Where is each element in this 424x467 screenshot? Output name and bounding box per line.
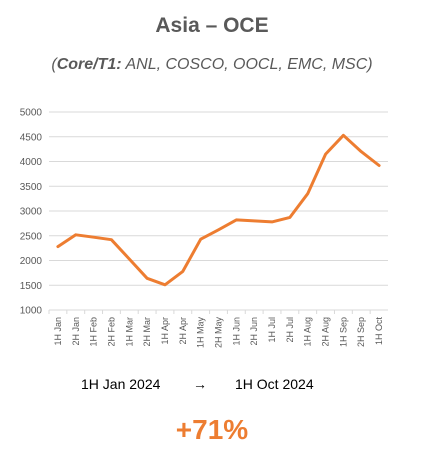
- period-arrow: →: [193, 376, 207, 392]
- period-range: 1H Jan 2024 → 1H Oct 2024: [0, 376, 424, 398]
- period-to: 1H Oct 2024: [235, 376, 314, 392]
- x-tick-label: 1H Oct: [374, 317, 384, 346]
- x-tick-label: 2H Jan: [71, 317, 81, 346]
- x-tick-label: 1H Feb: [89, 317, 99, 347]
- y-tick-label: 3500: [20, 182, 43, 193]
- x-tick-labels: 1H Jan 2H Jan 1H Feb 2H Feb 1H Mar 2H Mar 1H A…: [53, 317, 384, 349]
- x-tick-label: 2H May: [214, 317, 224, 349]
- x-tick-label: 2H Mar: [142, 317, 152, 347]
- y-tick-label: 2500: [20, 231, 43, 242]
- x-tick-label: 1H Jan: [53, 317, 63, 346]
- x-tick-label: 1H Jun: [231, 317, 241, 346]
- y-tick-label: 4500: [20, 132, 43, 143]
- series-line-path: [56, 133, 381, 287]
- y-tick-label: 2000: [20, 256, 43, 267]
- x-tick-label: 2H Jul: [285, 317, 295, 343]
- y-tick-label: 3000: [20, 207, 43, 218]
- y-tick-label: 4000: [20, 157, 43, 168]
- grid-lines: [48, 111, 388, 314]
- y-tick-label: 5000: [20, 108, 43, 119]
- x-tick-label: 1H Aug: [303, 317, 313, 347]
- line-chart: 1000 1500 2000 2500 3000 3500 4000 4500 5000 1H …: [20, 108, 388, 349]
- x-tick-label: 2H Jun: [249, 317, 259, 346]
- x-tick-label: 1H Jul: [267, 317, 277, 343]
- subtitle-carriers: ANL, COSCO, OOCL, EMC, MSC: [121, 56, 368, 73]
- x-tick-label: 2H Sep: [356, 317, 366, 347]
- x-tick-label: 1H May: [196, 317, 206, 349]
- y-tick-label: 1500: [20, 281, 43, 292]
- x-tick-label: 2H Apr: [178, 317, 188, 345]
- x-tick-label: 1H Mar: [124, 317, 134, 347]
- change-percent: +71%: [175, 414, 249, 445]
- period-from: 1H Jan 2024: [81, 376, 161, 392]
- x-tick-label: 2H Feb: [106, 317, 116, 347]
- x-tick-label: 2H Aug: [321, 317, 331, 347]
- x-tick-label: 1H Apr: [160, 317, 170, 345]
- chart-title: Asia – OCE: [155, 14, 269, 37]
- chart-subtitle: (Core/T1: ANL, COSCO, OOCL, EMC, MSC): [51, 56, 373, 73]
- subtitle-prefix: Core/T1:: [56, 56, 122, 73]
- y-tick-labels: 1000 1500 2000 2500 3000 3500 4000 4500 5000: [20, 108, 43, 317]
- x-tick-label: 1H Sep: [338, 317, 348, 347]
- y-tick-label: 1000: [20, 306, 43, 317]
- series-line: [56, 133, 381, 287]
